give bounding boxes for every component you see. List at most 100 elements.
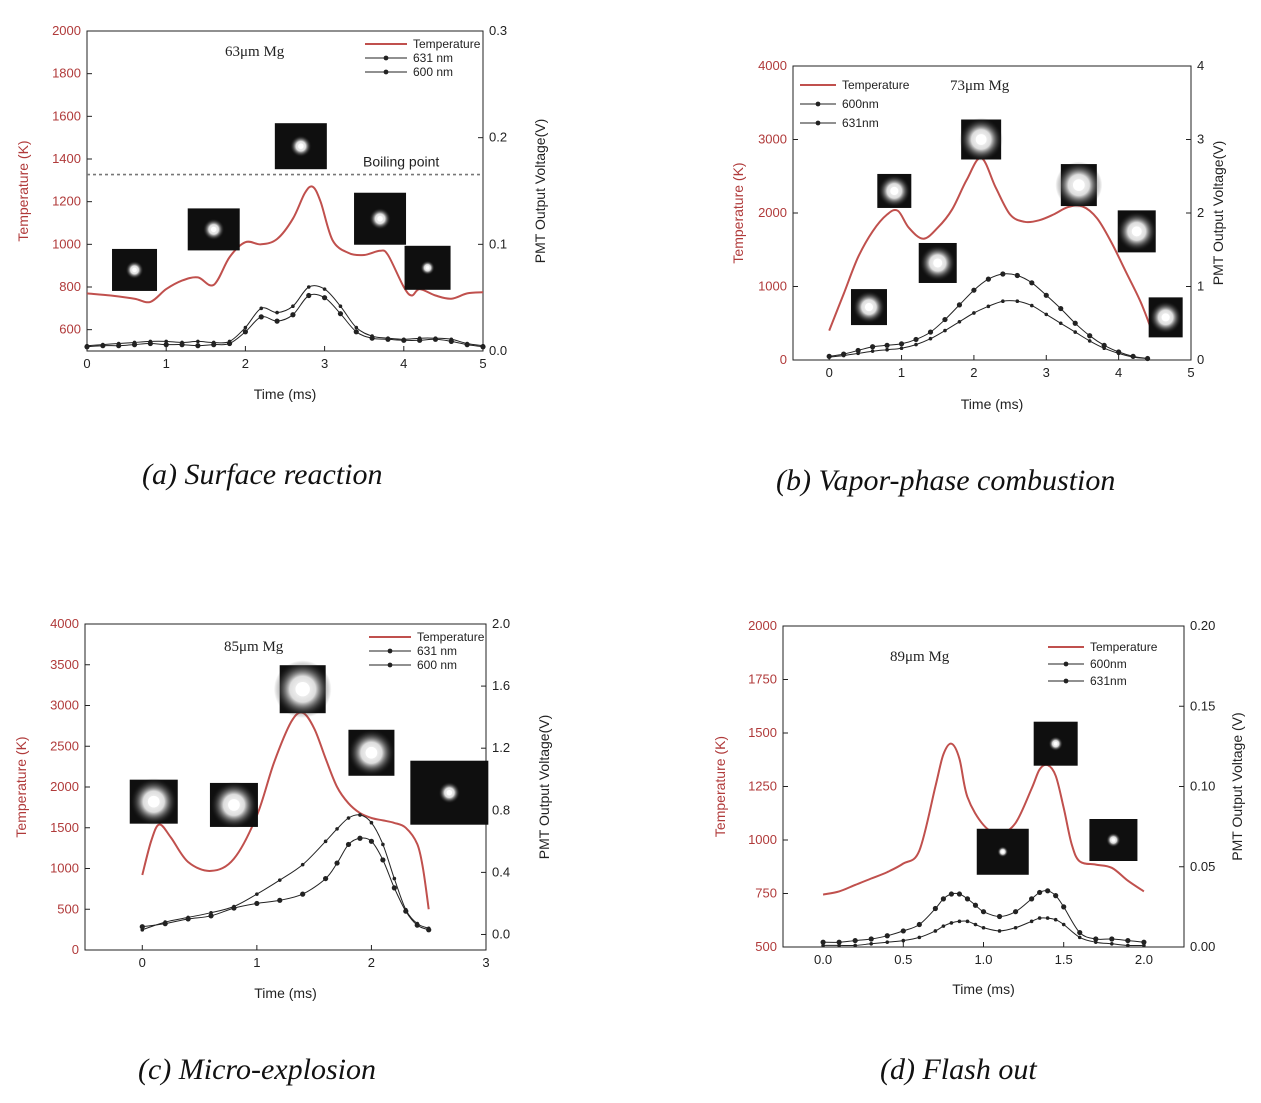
data-point — [346, 816, 351, 820]
data-point — [933, 929, 938, 933]
data-point — [981, 925, 986, 930]
data-point — [227, 339, 232, 344]
y-left-axis-title: Temperature (K) — [13, 736, 29, 837]
x-tick-label: 1 — [898, 365, 905, 380]
series-line-temperature — [828, 156, 1153, 331]
plot-frame — [86, 30, 484, 352]
x-tick-label: 2 — [368, 955, 375, 970]
data-point — [885, 347, 889, 352]
data-point — [1141, 939, 1147, 945]
chart-panel-b: 0 1 2 3 4 5 0 1000 2000 3000 4000 0 1 2 3 4 Time (ms) Tem… — [630, 0, 1261, 450]
data-point — [1125, 937, 1131, 944]
data-point — [1087, 333, 1093, 339]
y-right-tick-label: 0.8 — [492, 802, 510, 817]
particle-photo-inset — [129, 778, 178, 826]
data-point — [1043, 292, 1049, 298]
data-point — [1015, 299, 1020, 304]
data-point — [899, 346, 904, 351]
chart-panel-d: 0.0 0.5 1.0 1.5 2.0 500 750 1000 1250 1500 1750 200… — [630, 560, 1261, 1020]
data-point — [465, 341, 469, 346]
x-tick-label: 5 — [479, 356, 486, 371]
data-point — [855, 347, 861, 354]
data-point — [254, 900, 260, 907]
data-point — [948, 891, 955, 897]
y-left-tick-label: 1250 — [748, 779, 777, 794]
inset-particle — [864, 303, 874, 312]
data-point — [323, 875, 329, 882]
y-right-axis-title: PMT Output Voltage(V) — [532, 119, 548, 263]
data-point — [1087, 339, 1092, 343]
x-tick-label: 3 — [482, 955, 489, 970]
particle-photo-inset — [273, 660, 332, 718]
inset-particle — [933, 258, 943, 268]
data-point — [965, 919, 970, 924]
data-point — [964, 896, 971, 902]
y-right-tick-label: 0.3 — [489, 23, 507, 38]
particle-photo-inset — [348, 729, 395, 777]
data-point — [1072, 320, 1078, 326]
data-point — [369, 820, 374, 825]
particle-photo-inset — [404, 245, 451, 290]
legend-marker — [387, 648, 393, 654]
x-tick-label: 1.0 — [974, 952, 992, 967]
inset-particle — [1111, 838, 1116, 842]
data-point — [898, 341, 905, 347]
data-point — [255, 892, 259, 896]
data-point — [997, 929, 1002, 933]
y-right-tick-label: 2.0 — [492, 616, 510, 631]
data-point — [186, 915, 190, 920]
y-right-tick-label: 4 — [1197, 58, 1204, 73]
data-point — [274, 318, 280, 324]
data-point — [322, 287, 327, 291]
data-point — [972, 902, 979, 908]
data-point — [391, 885, 397, 891]
y-left-tick-label: 750 — [755, 886, 777, 901]
data-point — [232, 904, 236, 909]
y-left-tick-label: 800 — [59, 279, 81, 294]
y-left-tick-label: 600 — [59, 322, 81, 337]
inset-particle — [1161, 313, 1170, 322]
inset-particle — [298, 143, 304, 149]
particle-photo-inset — [410, 760, 489, 825]
caption-d: (d) Flash out — [880, 1053, 1037, 1086]
data-point — [884, 933, 890, 939]
caption-b: (b) Vapor-phase combustion — [776, 464, 1116, 497]
legend-marker — [1063, 661, 1069, 667]
data-point — [841, 353, 846, 358]
x-axis-title: Time (ms) — [254, 386, 316, 402]
data-point — [306, 285, 311, 289]
data-point — [132, 340, 137, 345]
series-line-600nm — [823, 890, 1144, 943]
data-point — [392, 876, 397, 881]
y-right-tick-label: 0.05 — [1190, 859, 1215, 874]
caption-c: (c) Micro-explosion — [138, 1053, 376, 1086]
particle-size-annotation: 63μm Mg — [225, 44, 285, 60]
data-point — [139, 924, 145, 930]
particle-photo-inset — [918, 242, 957, 283]
data-point — [868, 936, 874, 942]
particle-photo-inset — [1148, 297, 1183, 338]
chart-c-svg: 0 1 2 3 0 500 1000 1500 2000 2500 3000 3500 4000 0.0 0… — [13, 616, 552, 1001]
data-point — [1073, 330, 1078, 334]
x-axis-title: Time (ms) — [961, 396, 1023, 412]
y-right-tick-label: 0.10 — [1190, 779, 1215, 794]
y-left-tick-label: 2000 — [52, 23, 81, 38]
y-left-tick-label: 1750 — [748, 672, 777, 687]
data-point — [1053, 917, 1058, 922]
legend-marker — [387, 662, 393, 668]
y-left-tick-label: 1500 — [748, 725, 777, 740]
data-point — [1029, 896, 1035, 902]
data-point — [852, 937, 858, 944]
particle-photo-inset — [877, 173, 912, 208]
data-point — [1131, 355, 1135, 359]
legend-label: 631 nm — [417, 644, 457, 658]
y-left-tick-label: 1000 — [758, 279, 787, 294]
y-right-tick-label: 0.00 — [1190, 939, 1215, 954]
x-axis-title: Time (ms) — [952, 981, 1014, 997]
data-point — [971, 287, 977, 293]
y-left-tick-label: 3000 — [758, 132, 787, 147]
particle-photo-inset — [976, 828, 1029, 875]
data-point — [837, 943, 841, 948]
inset-particle — [365, 746, 378, 759]
y-left-tick-label: 3000 — [50, 698, 79, 713]
